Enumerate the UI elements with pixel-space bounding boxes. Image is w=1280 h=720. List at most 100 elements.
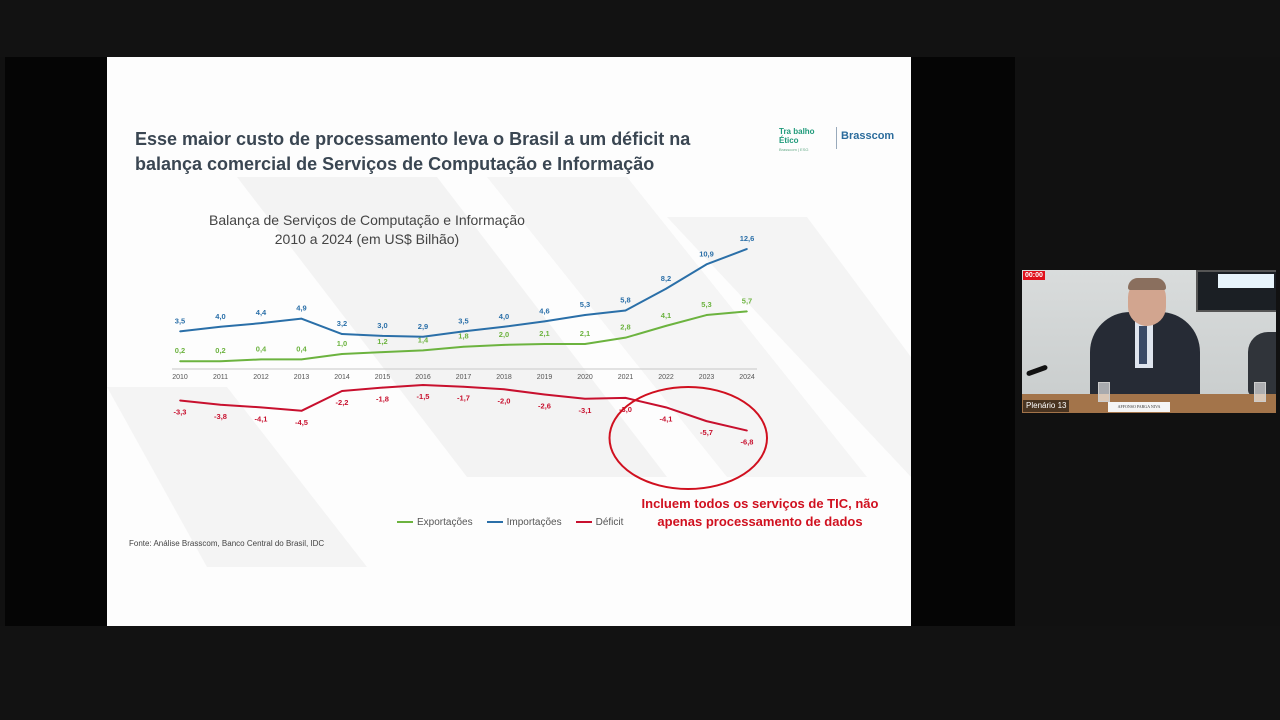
data-point [300, 317, 303, 320]
data-label: -1,8 [376, 395, 389, 404]
data-label: -2,6 [538, 401, 551, 410]
legend-swatch-deficit [575, 521, 592, 523]
legend-item-deficit: Déficit [575, 515, 624, 529]
data-point [665, 325, 667, 327]
data-label: 4,0 [215, 312, 225, 321]
chart-title: Balança de Serviços de Computação e Info… [187, 211, 547, 249]
data-point [584, 314, 586, 316]
data-label: -2,0 [498, 396, 511, 405]
legend-label-exportacoes: Exportações [417, 516, 473, 528]
data-label: -3,3 [174, 407, 187, 416]
data-label: 4,9 [296, 304, 306, 313]
data-label: -1,5 [417, 392, 430, 401]
slide-title-line-2: balança comercial de Serviços de Computa… [135, 154, 655, 174]
data-label: -5,7 [700, 428, 713, 437]
webcam-glass-left [1098, 382, 1110, 402]
data-point [665, 287, 667, 290]
data-label: -4,1 [660, 414, 673, 423]
data-label: -3,1 [579, 406, 592, 415]
data-point [260, 406, 262, 409]
data-point [543, 343, 546, 345]
chart-legend: Exportações Importações Déficit [397, 515, 623, 529]
data-label: 1,0 [337, 339, 347, 348]
data-point [665, 406, 667, 409]
source-note: Fonte: Análise Brasscom, Banco Central d… [129, 539, 325, 548]
data-label: 1,4 [418, 335, 429, 344]
data-label: 3,0 [377, 321, 387, 330]
data-label: 4,6 [539, 306, 549, 315]
data-label: 1,2 [377, 337, 387, 346]
x-tick-label: 2018 [496, 374, 512, 381]
slide-title: Esse maior custo de processamento leva o… [135, 127, 745, 177]
data-label: 3,2 [337, 319, 347, 328]
data-point [179, 330, 181, 333]
webcam-rec-badge: 00:00 [1023, 271, 1045, 280]
data-point [624, 336, 627, 339]
presentation-slide: Esse maior custo de processamento leva o… [107, 57, 911, 626]
legend-item-exportacoes: Exportações [397, 515, 473, 529]
webcam-speaker-hair [1128, 278, 1166, 290]
data-label: -4,1 [255, 414, 268, 423]
data-point [381, 335, 384, 337]
data-point [179, 360, 181, 362]
data-label: -3,8 [214, 412, 227, 421]
data-point [381, 386, 384, 389]
legend-swatch-exportacoes [397, 521, 413, 523]
data-point [503, 344, 505, 346]
x-tick-label: 2022 [658, 374, 674, 381]
x-tick-label: 2016 [415, 374, 431, 381]
bottom-letterbox [0, 626, 1280, 720]
data-label: 2,8 [620, 323, 630, 332]
data-label: 8,2 [661, 274, 671, 283]
logo-trabalho-line-2: Ético [779, 136, 799, 145]
logo-separator [836, 127, 837, 149]
x-tick-label: 2013 [294, 374, 310, 381]
data-point [624, 309, 627, 312]
line-chart: 2010 2011 2012 2013 2014 2015 2016 2017 2018 2019… [172, 234, 768, 490]
webcam-speaker-tie [1139, 326, 1147, 364]
x-tick-label: 2019 [537, 374, 553, 381]
x-tick-label: 2011 [213, 374, 228, 381]
data-point [260, 358, 262, 361]
x-tick-label: 2020 [577, 374, 593, 381]
chart-title-line-2: 2010 a 2024 (em US$ Bilhão) [274, 231, 460, 247]
data-label: 5,3 [580, 300, 590, 309]
data-point [624, 397, 627, 399]
data-point [219, 403, 222, 406]
data-point [260, 322, 262, 324]
data-label: -4,5 [295, 418, 308, 427]
x-tick-label: 2021 [618, 374, 634, 381]
legend-item-importacoes: Importações [486, 515, 562, 529]
data-point [746, 248, 748, 250]
data-point [705, 263, 708, 266]
data-point [746, 310, 748, 313]
data-label: 5,8 [620, 296, 630, 305]
chart-title-line-1: Balança de Serviços de Computação e Info… [209, 212, 525, 228]
data-point [462, 330, 465, 333]
data-label: 2,1 [580, 329, 590, 338]
data-label: 5,3 [701, 300, 711, 309]
data-point [503, 388, 505, 391]
data-label: 0,2 [215, 346, 225, 355]
data-label: 10,9 [699, 249, 714, 258]
data-point [219, 360, 222, 362]
webcam-glass-right [1254, 382, 1266, 402]
x-tick-label: 2012 [253, 374, 269, 381]
data-point [179, 399, 181, 402]
data-point [584, 343, 586, 345]
data-label: 0,4 [256, 344, 267, 353]
data-point [584, 397, 586, 400]
x-tick-label: 2015 [375, 374, 391, 381]
data-label: 4,4 [256, 308, 267, 317]
legend-label-deficit: Déficit [595, 516, 624, 528]
data-point [300, 358, 303, 361]
data-label: 4,1 [661, 311, 671, 320]
data-point [462, 345, 465, 348]
top-letterbox [0, 0, 1280, 57]
data-label: 12,6 [740, 234, 755, 243]
x-tick-label: 2010 [172, 374, 188, 381]
legend-label-importacoes: Importações [506, 516, 562, 528]
speaker-webcam: AFFONSO PARGA NIVA Plenário 13 00:00 [1022, 270, 1276, 413]
data-label: -6,8 [741, 438, 754, 447]
